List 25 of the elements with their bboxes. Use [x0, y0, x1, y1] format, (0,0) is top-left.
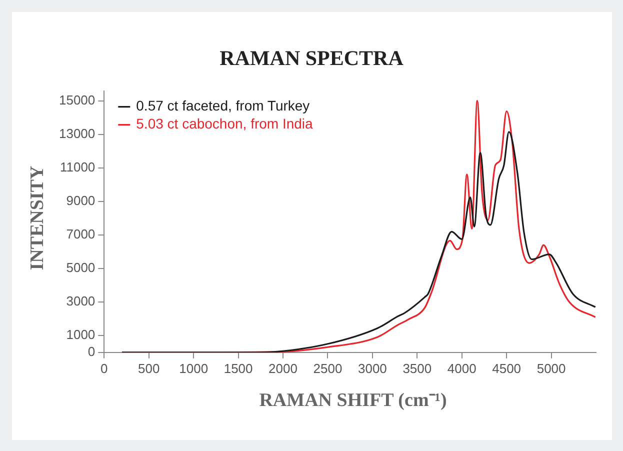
x-tick-label: 4000: [447, 360, 476, 376]
legend-label: 5.03 ct cabochon, from India: [136, 116, 314, 132]
y-tick-label: 7000: [66, 226, 96, 242]
y-tick-label: 9000: [66, 193, 96, 208]
y-tick-label: 13000: [58, 126, 96, 141]
x-tick-label: 2000: [268, 360, 298, 376]
x-tick-label: 3000: [358, 360, 387, 376]
x-tick-label: 0: [100, 360, 108, 376]
x-tick-label: 2500: [313, 360, 342, 376]
y-axis-title: INTENSITY: [27, 164, 49, 272]
legend-label: 0.57 ct faceted, from Turkey: [136, 98, 310, 114]
x-tick-label: 3500: [402, 360, 432, 376]
y-tick-label: 3000: [66, 294, 96, 309]
y-tick-label: 11000: [60, 160, 96, 175]
chart-title: RAMAN SPECTRA: [218, 46, 404, 71]
y-tick-label: 1000: [66, 327, 96, 342]
x-tick-label: 4500: [492, 360, 522, 376]
y-tick-label: 15000: [58, 92, 96, 108]
x-axis-title: RAMAN SHIFT (cm⁻¹): [258, 389, 448, 412]
x-tick-label: 1500: [224, 360, 253, 376]
y-tick-label: 5000: [66, 260, 96, 276]
x-tick-label: 1000: [179, 360, 208, 376]
x-tick-label: 500: [138, 360, 160, 376]
y-tick-label: 0: [88, 344, 96, 359]
x-tick-label: 5000: [536, 360, 566, 376]
